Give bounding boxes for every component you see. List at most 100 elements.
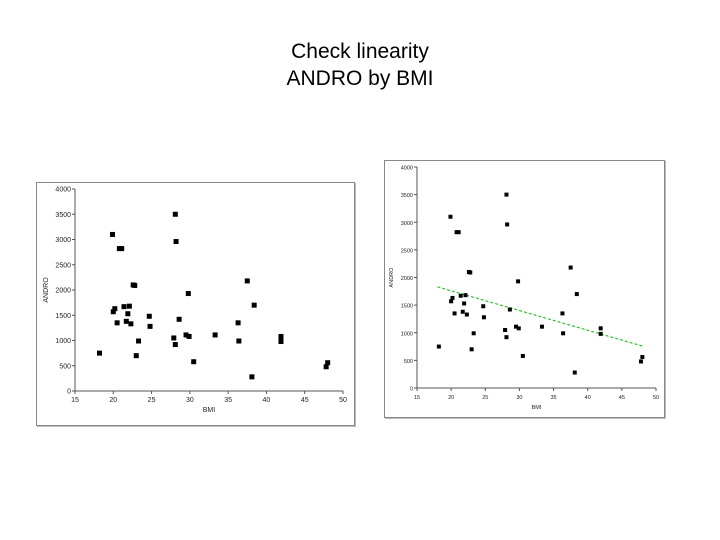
x-tick-label: 45 (619, 395, 625, 401)
data-point (133, 353, 139, 359)
x-tick-label: 20 (109, 397, 117, 404)
data-point (176, 316, 182, 322)
data-point (236, 338, 242, 344)
data-point (325, 360, 331, 366)
y-tick-label: 1000 (55, 338, 71, 345)
data-point (244, 278, 250, 284)
y-axis-label: ANDRO (389, 267, 395, 288)
y-tick-label: 3500 (55, 212, 71, 219)
data-point (183, 332, 189, 338)
x-axis-label: BMI (203, 407, 216, 414)
y-tick-label: 1000 (401, 331, 413, 337)
data-point (458, 293, 463, 298)
data-point (171, 335, 177, 341)
data-point (172, 342, 178, 348)
x-tick-label: 15 (71, 397, 79, 404)
x-tick-label: 30 (516, 395, 522, 401)
x-tick-label: 25 (148, 397, 156, 404)
y-tick-label: 3000 (401, 221, 413, 227)
data-point (572, 370, 577, 375)
data-point (125, 311, 131, 317)
x-tick-label: 45 (301, 397, 309, 404)
data-point (185, 291, 191, 297)
data-point (505, 222, 510, 227)
data-point (464, 312, 469, 317)
slide-title: Check linearity ANDRO by BMI (0, 38, 720, 92)
data-point (128, 321, 134, 327)
scatter-plot-andro-by-bmi: 0 500 1000 1500 2000 2500 3000 3500 4000 15 20 25 30… (43, 187, 347, 415)
y-tick-label: 3500 (401, 193, 413, 199)
y-tick-label: 4000 (401, 166, 413, 172)
data-point (503, 327, 508, 332)
x-tick-label: 50 (653, 395, 659, 401)
data-point (561, 331, 566, 336)
regression-fit-line (437, 286, 643, 347)
scatter-plot-andro-by-bmi-with-fit: 0 500 1000 1500 2000 2500 3000 3500 4000 15 20 25 30… (389, 166, 659, 412)
data-point (520, 353, 525, 358)
data-point (638, 359, 643, 364)
data-point (598, 331, 603, 336)
data-point (186, 333, 192, 339)
data-point (539, 324, 544, 329)
x-tick-label: 40 (263, 397, 271, 404)
title-line-2: ANDRO by BMI (286, 67, 434, 90)
y-tick-label: 4000 (55, 187, 71, 194)
x-tick-label: 20 (448, 395, 454, 401)
y-tick-label: 0 (410, 387, 413, 393)
data-point (114, 320, 120, 326)
data-point (110, 309, 116, 315)
data-point (146, 313, 152, 319)
data-point (469, 347, 474, 352)
data-point (132, 282, 138, 288)
data-point (463, 293, 468, 298)
x-axis-label: BMI (532, 405, 542, 411)
data-point (97, 350, 103, 356)
y-tick-label: 1500 (401, 304, 413, 310)
data-point (460, 309, 465, 314)
data-point (516, 279, 521, 284)
data-point (212, 332, 218, 338)
data-point (235, 320, 241, 326)
data-point (449, 299, 454, 304)
data-point (504, 335, 509, 340)
data-point (514, 324, 519, 329)
data-point (119, 246, 125, 252)
data-point (123, 318, 129, 324)
data-point (568, 265, 573, 270)
data-point (471, 331, 476, 336)
x-tick-label: 25 (482, 395, 488, 401)
data-point (173, 239, 179, 245)
data-point (456, 230, 461, 235)
data-point (507, 307, 512, 312)
y-tick-label: 500 (404, 359, 413, 365)
data-point (147, 323, 153, 329)
data-point (251, 302, 257, 308)
data-point (516, 326, 521, 331)
x-tick-label: 35 (551, 395, 557, 401)
data-point (454, 230, 459, 235)
data-point (560, 311, 565, 316)
data-point (278, 333, 284, 339)
x-tick-label: 15 (414, 395, 420, 401)
y-tick-label: 2500 (55, 262, 71, 269)
scatter-plot-panel-right: 0 500 1000 1500 2000 2500 3000 3500 4000 15 20 25 30… (384, 160, 665, 418)
y-tick-label: 0 (67, 389, 71, 396)
y-axis-label: ANDRO (43, 277, 50, 303)
x-tick-label: 35 (224, 397, 232, 404)
data-point (278, 339, 284, 345)
y-tick-label: 3000 (55, 237, 71, 244)
data-point (452, 311, 457, 316)
data-point (468, 270, 473, 275)
x-tick-label: 30 (186, 397, 194, 404)
data-point (112, 306, 118, 312)
y-tick-label: 500 (59, 363, 71, 370)
x-tick-label: 50 (339, 397, 347, 404)
data-point (436, 344, 441, 349)
title-line-1: Check linearity (291, 40, 429, 63)
scatter-plot-panel-left: 0 500 1000 1500 2000 2500 3000 3500 4000 15 20 25 30… (36, 182, 355, 426)
data-point (172, 211, 178, 217)
x-tick-label: 40 (585, 395, 591, 401)
data-point (598, 326, 603, 331)
y-tick-label: 2000 (55, 288, 71, 295)
data-point (481, 315, 486, 320)
